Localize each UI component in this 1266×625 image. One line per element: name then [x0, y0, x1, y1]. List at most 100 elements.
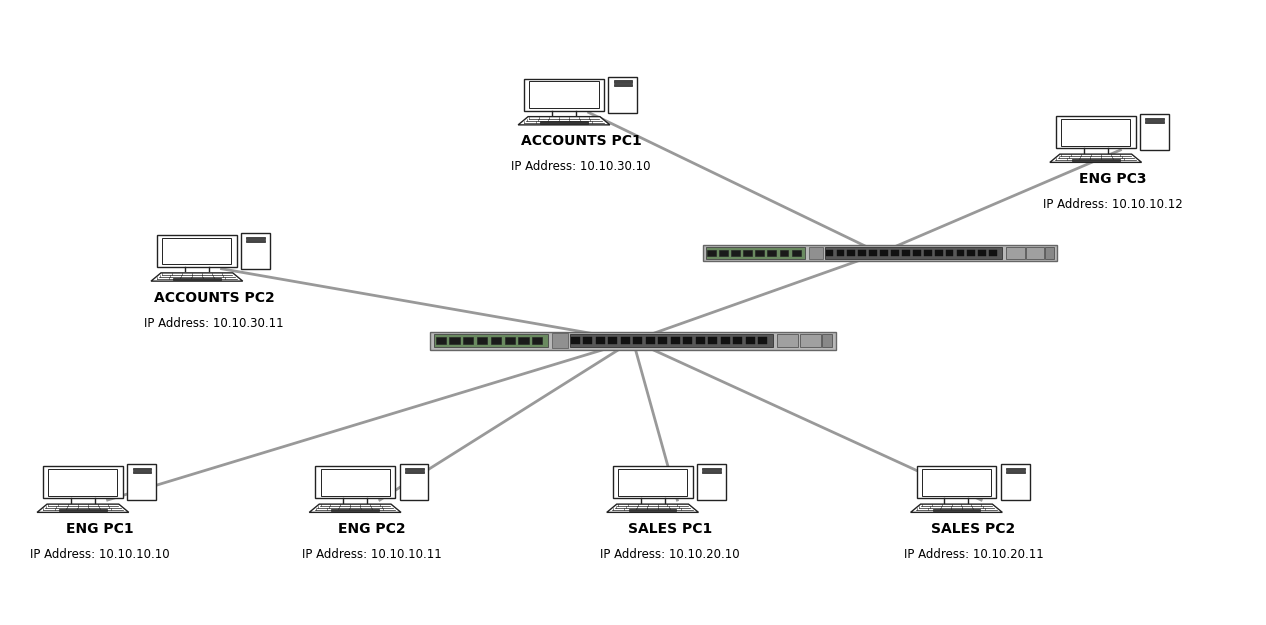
Polygon shape	[1050, 154, 1142, 162]
FancyBboxPatch shape	[767, 250, 776, 256]
FancyBboxPatch shape	[822, 334, 833, 348]
FancyBboxPatch shape	[684, 337, 693, 344]
FancyBboxPatch shape	[491, 337, 501, 344]
FancyBboxPatch shape	[320, 469, 390, 496]
FancyBboxPatch shape	[708, 337, 717, 344]
Polygon shape	[606, 504, 699, 512]
FancyBboxPatch shape	[1146, 118, 1165, 120]
FancyBboxPatch shape	[463, 337, 473, 344]
FancyBboxPatch shape	[924, 250, 932, 256]
FancyBboxPatch shape	[780, 250, 789, 256]
FancyBboxPatch shape	[791, 250, 800, 256]
Text: IP Address: 10.10.10.12: IP Address: 10.10.10.12	[1043, 198, 1182, 211]
FancyBboxPatch shape	[524, 79, 604, 111]
FancyBboxPatch shape	[242, 233, 270, 269]
FancyBboxPatch shape	[706, 250, 717, 256]
FancyBboxPatch shape	[733, 337, 742, 344]
FancyBboxPatch shape	[696, 337, 705, 344]
FancyBboxPatch shape	[1005, 247, 1024, 259]
FancyBboxPatch shape	[1006, 471, 1025, 473]
Polygon shape	[309, 504, 401, 512]
FancyBboxPatch shape	[614, 84, 633, 86]
FancyBboxPatch shape	[405, 468, 424, 470]
FancyBboxPatch shape	[756, 250, 765, 256]
FancyBboxPatch shape	[609, 77, 637, 112]
Text: IP Address: 10.10.10.10: IP Address: 10.10.10.10	[30, 548, 170, 561]
Text: ENG PC1: ENG PC1	[66, 522, 134, 536]
FancyBboxPatch shape	[957, 250, 965, 256]
FancyBboxPatch shape	[620, 337, 629, 344]
FancyBboxPatch shape	[917, 466, 996, 498]
FancyBboxPatch shape	[703, 245, 1057, 261]
FancyBboxPatch shape	[933, 509, 980, 511]
FancyBboxPatch shape	[247, 237, 266, 239]
FancyBboxPatch shape	[430, 332, 836, 349]
Text: IP Address: 10.10.10.11: IP Address: 10.10.10.11	[303, 548, 442, 561]
FancyBboxPatch shape	[809, 247, 823, 259]
FancyBboxPatch shape	[703, 471, 722, 473]
FancyBboxPatch shape	[858, 250, 866, 256]
FancyBboxPatch shape	[671, 337, 680, 344]
Text: ENG PC3: ENG PC3	[1079, 172, 1147, 186]
FancyBboxPatch shape	[315, 466, 395, 498]
FancyBboxPatch shape	[720, 337, 729, 344]
FancyBboxPatch shape	[618, 469, 687, 496]
FancyBboxPatch shape	[891, 250, 899, 256]
FancyBboxPatch shape	[609, 337, 618, 344]
FancyBboxPatch shape	[405, 471, 424, 473]
Text: SALES PC2: SALES PC2	[932, 522, 1015, 536]
FancyBboxPatch shape	[777, 334, 799, 348]
FancyBboxPatch shape	[698, 464, 725, 500]
FancyBboxPatch shape	[706, 248, 805, 259]
Polygon shape	[37, 504, 129, 512]
Text: IP Address: 10.10.20.10: IP Address: 10.10.20.10	[600, 548, 739, 561]
FancyBboxPatch shape	[922, 469, 991, 496]
FancyBboxPatch shape	[967, 250, 975, 256]
FancyBboxPatch shape	[570, 334, 772, 348]
Text: ENG PC2: ENG PC2	[338, 522, 406, 536]
FancyBboxPatch shape	[646, 337, 655, 344]
FancyBboxPatch shape	[613, 466, 693, 498]
FancyBboxPatch shape	[758, 337, 767, 344]
FancyBboxPatch shape	[133, 471, 152, 473]
FancyBboxPatch shape	[719, 250, 728, 256]
Polygon shape	[518, 117, 610, 125]
FancyBboxPatch shape	[173, 278, 220, 280]
Text: IP Address: 10.10.30.10: IP Address: 10.10.30.10	[511, 161, 651, 174]
FancyBboxPatch shape	[504, 337, 515, 344]
FancyBboxPatch shape	[48, 469, 118, 496]
FancyBboxPatch shape	[157, 235, 237, 267]
FancyBboxPatch shape	[571, 337, 580, 344]
FancyBboxPatch shape	[1072, 159, 1119, 161]
FancyBboxPatch shape	[913, 250, 920, 256]
FancyBboxPatch shape	[1046, 247, 1055, 259]
FancyBboxPatch shape	[946, 250, 953, 256]
Polygon shape	[910, 504, 1003, 512]
FancyBboxPatch shape	[552, 333, 568, 348]
FancyBboxPatch shape	[532, 337, 542, 344]
Text: ACCOUNTS PC1: ACCOUNTS PC1	[520, 134, 642, 148]
FancyBboxPatch shape	[1056, 116, 1136, 148]
FancyBboxPatch shape	[979, 250, 986, 256]
FancyBboxPatch shape	[732, 250, 741, 256]
FancyBboxPatch shape	[596, 337, 605, 344]
FancyBboxPatch shape	[133, 468, 152, 470]
FancyBboxPatch shape	[614, 81, 633, 82]
FancyBboxPatch shape	[1061, 119, 1131, 146]
FancyBboxPatch shape	[703, 468, 722, 470]
FancyBboxPatch shape	[436, 337, 446, 344]
FancyBboxPatch shape	[800, 334, 822, 348]
FancyBboxPatch shape	[746, 337, 755, 344]
FancyBboxPatch shape	[247, 240, 266, 242]
FancyBboxPatch shape	[901, 250, 910, 256]
Text: SALES PC1: SALES PC1	[628, 522, 711, 536]
FancyBboxPatch shape	[400, 464, 428, 500]
FancyBboxPatch shape	[870, 250, 877, 256]
FancyBboxPatch shape	[633, 337, 642, 344]
FancyBboxPatch shape	[332, 509, 379, 511]
FancyBboxPatch shape	[518, 337, 528, 344]
FancyBboxPatch shape	[825, 248, 1003, 259]
FancyBboxPatch shape	[128, 464, 156, 500]
FancyBboxPatch shape	[449, 337, 460, 344]
FancyBboxPatch shape	[584, 337, 592, 344]
